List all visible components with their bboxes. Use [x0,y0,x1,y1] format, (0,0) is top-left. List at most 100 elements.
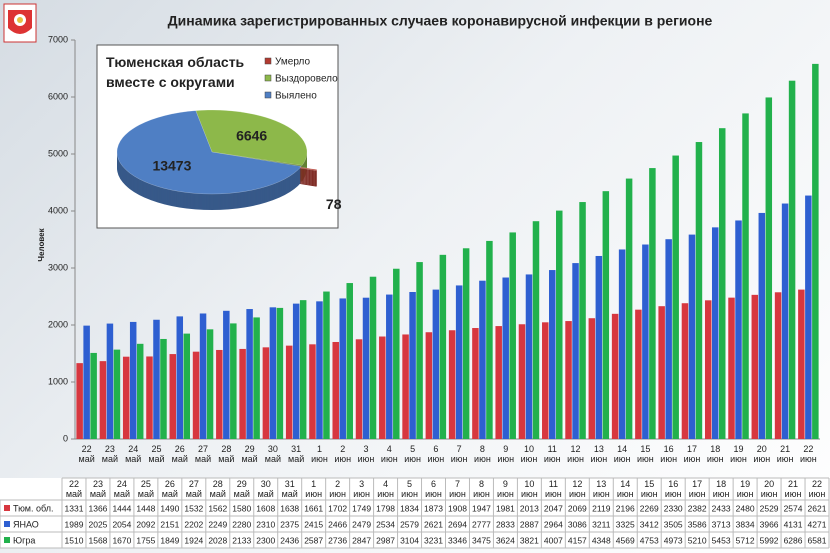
table-cell: 1924 [184,535,203,545]
table-cell: 2529 [760,503,779,513]
table-cell: 1908 [448,503,467,513]
bar [199,313,207,439]
table-header-box: 17 июн [689,479,706,499]
y-tick-label: 7000 [48,34,68,44]
bar [153,319,160,439]
bar [439,254,447,439]
x-tick-label-box: 28 май [218,444,234,464]
table-cell: 2013 [520,503,539,513]
table-cell: 4973 [664,535,683,545]
table-header: 22 май [65,479,83,499]
table-header-box: 24 май [113,479,131,499]
table-header-box: 26 май [162,479,178,499]
table-header-box: 2 июн [329,479,346,499]
pie-title-box: Тюменская область вместе с округами [106,54,244,90]
legend-swatch [264,57,272,65]
table-row-label: ЯНАО [13,519,39,529]
bar [122,356,130,439]
legend-swatch [264,74,272,82]
bar [556,210,563,439]
table-cell: 2621 [424,519,443,529]
table-cell: 3821 [520,535,539,545]
bar [106,323,114,439]
bar [704,300,712,439]
y-tick-label: 6000 [48,91,68,101]
table-cell: 2300 [256,535,275,545]
x-tick-label-box: 11 июн [544,444,561,464]
x-tick-label-box: 19 июн [730,444,747,464]
x-tick-label-box: 2 июн [334,444,351,464]
bar [169,354,177,439]
x-tick-label-box: 6 июн [427,444,445,464]
bar [758,212,766,439]
chart-title: Динамика зарегистрированных случаев коро… [168,13,713,29]
bar [595,255,603,439]
x-tick-label-box: 1 июн [311,444,328,464]
x-tick-label-box: 4 июн [380,444,398,464]
table-cell: 2694 [448,519,467,529]
table-cell: 2436 [280,535,299,545]
table-header-box: 23 май [90,479,106,499]
table-header-box: 14 июн [616,479,634,499]
bar [486,240,493,439]
table-cell: 1702 [328,503,347,513]
bar [532,221,540,439]
bar [216,349,223,439]
bar [688,234,696,439]
bar [276,307,284,439]
bar [579,202,586,439]
table-cell: 1989 [65,519,84,529]
table-cell: 2887 [520,519,539,529]
x-tick-label: 22 июн [799,444,817,464]
table-cell: 2249 [208,519,227,529]
x-tick-label: 4 июн [380,444,398,464]
table-header: 14 июн [616,479,634,499]
bar [183,333,191,439]
table-header: 7 июн [449,479,466,499]
bar [618,249,626,439]
bar [798,289,805,439]
bar [518,324,526,439]
bar [565,321,572,439]
legend-swatch [4,505,10,511]
x-tick-label-box: 29 май [241,444,257,464]
x-tick-label: 31 май [288,444,305,464]
table-cell: 2269 [640,503,659,513]
table-header: 24 май [113,479,131,499]
table-cell: 4131 [784,519,803,529]
x-tick-label-box: 12 июн [567,444,584,464]
table-header-box: 18 июн [712,479,730,499]
bar [672,155,679,439]
table-cell: 2964 [544,519,563,529]
bar [588,318,596,439]
table-row-label: Тюм. обл. [13,503,53,513]
legend-swatch [4,521,10,527]
bar [649,168,656,440]
table-header: 18 июн [712,479,730,499]
table-cell: 3624 [496,535,515,545]
bar [695,142,703,439]
table-cell: 3325 [616,519,635,529]
table-cell: 3834 [736,519,755,529]
x-tick-label: 16 июн [660,444,678,464]
table-cell: 6581 [808,535,827,545]
x-tick-label-box: 16 июн [660,444,678,464]
bar [269,307,277,439]
table-cell: 5712 [736,535,755,545]
bar [332,341,339,439]
table-cell: 1798 [376,503,395,513]
table-header: 19 июн [736,479,754,499]
table-cell: 2480 [736,503,755,513]
table-cell: 2330 [664,503,683,513]
x-tick-label: 14 июн [613,444,631,464]
x-tick-label-box: 27 май [195,444,211,464]
table-cell: 3346 [448,535,467,545]
table-header-box: 27 май [186,479,202,499]
table-header: 3 июн [353,479,370,499]
bar [502,277,509,439]
table-cell: 2054 [112,519,131,529]
bar [805,195,812,439]
x-tick-label: 6 июн [427,444,445,464]
table-cell: 3086 [568,519,587,529]
